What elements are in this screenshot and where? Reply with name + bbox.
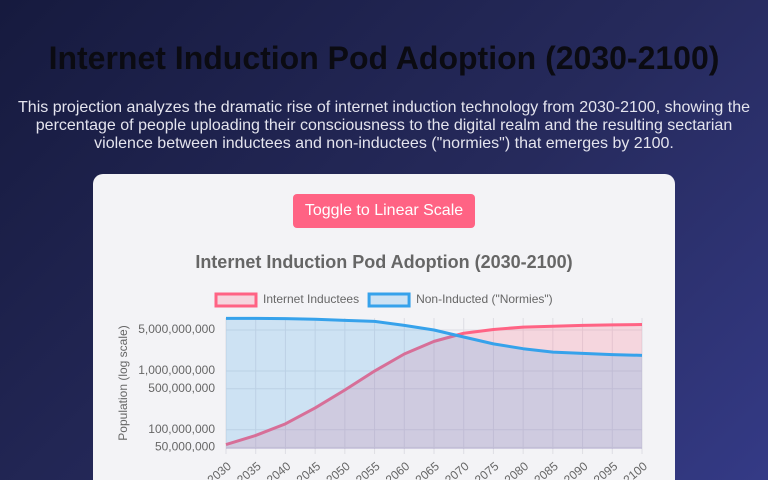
x-tick-label: 2045: [294, 459, 324, 480]
x-tick-label: 2070: [442, 459, 472, 480]
x-tick-label: 2085: [531, 459, 561, 480]
legend-label: Non-Inducted ("Normies"): [416, 292, 553, 306]
y-tick-label: 5,000,000,000: [138, 322, 215, 336]
series-line: [226, 316, 643, 357]
legend-swatch: [214, 292, 258, 308]
series-line: [225, 323, 643, 446]
x-tick-label: 2050: [323, 459, 353, 480]
x-tick-label: 2065: [413, 459, 443, 480]
page-description: This projection analyzes the dramatic ri…: [18, 99, 750, 152]
x-tick-label: 2090: [561, 459, 591, 480]
chart: Internet Induction Pod Adoption (2030-21…: [116, 252, 651, 480]
y-tick-label: 50,000,000: [155, 440, 215, 454]
page-title: Internet Induction Pod Adoption (2030-21…: [48, 40, 720, 76]
x-tick-label: 2055: [353, 459, 383, 480]
x-tick-label: 2040: [264, 459, 294, 480]
y-tick-label: 1,000,000,000: [138, 363, 215, 377]
x-tick-label: 2075: [472, 459, 502, 480]
legend-swatch: [367, 292, 411, 308]
chart-title: Internet Induction Pod Adoption (2030-21…: [195, 252, 572, 272]
x-tick-label: 2100: [621, 459, 651, 480]
x-tick-label: 2060: [383, 459, 413, 480]
scale-toggle-button[interactable]: Toggle to Linear Scale: [293, 194, 475, 228]
x-tick-label: 2035: [234, 459, 264, 480]
y-axis-label: Population (log scale): [116, 325, 130, 440]
series-area: [226, 324, 642, 449]
chart-card: Toggle to Linear Scale Internet Inductio…: [93, 174, 675, 480]
x-tick-label: 2080: [502, 459, 532, 480]
x-tick-label: 2030: [205, 459, 235, 480]
legend-label: Internet Inductees: [263, 292, 359, 306]
x-tick-label: 2095: [591, 459, 621, 480]
y-tick-label: 100,000,000: [148, 422, 215, 436]
y-tick-label: 500,000,000: [148, 381, 215, 395]
